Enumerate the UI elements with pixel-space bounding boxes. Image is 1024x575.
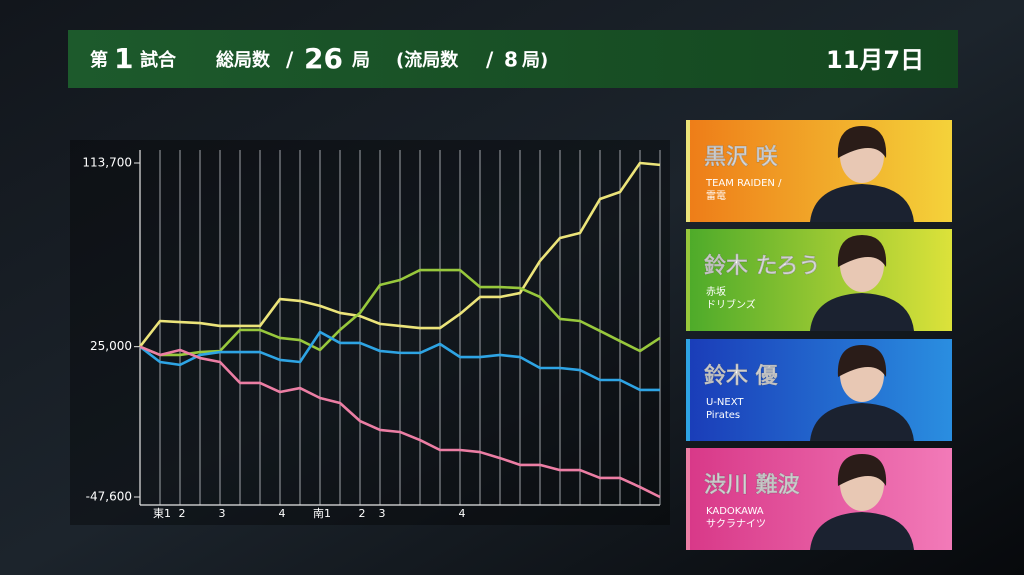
x-tick-label: 東1: [153, 507, 171, 520]
x-tick-label: 3: [219, 507, 226, 520]
x-tick-label: 2: [179, 507, 186, 520]
player-name: 渋川 難波: [704, 472, 801, 498]
player-photo: [810, 512, 914, 550]
x-tick-label: 3: [379, 507, 386, 520]
header-bar: [68, 30, 958, 88]
player-team: ドリブンズ: [706, 298, 756, 311]
x-tick-label: 4: [459, 507, 466, 520]
series-line: [138, 161, 661, 348]
header: 第 1 試合 総局数 / 26 局 (流局数 / 8 局) 11月7日: [90, 42, 924, 75]
player-card-accent: [686, 448, 690, 550]
player-name: 鈴木 たろう: [704, 253, 820, 279]
header-text: /: [486, 48, 494, 72]
header-date: 11月7日: [826, 46, 924, 74]
header-number: 8: [504, 48, 518, 72]
header-text: 局): [522, 50, 548, 71]
player-name: 黒沢 咲: [704, 144, 779, 170]
series-line: [139, 345, 661, 499]
chart-panel: [70, 140, 670, 525]
x-tick-label: 南1: [313, 507, 331, 520]
player-team: Pirates: [706, 410, 740, 421]
player-team: TEAM RAIDEN /: [705, 178, 782, 189]
player-card: 黒沢 咲 TEAM RAIDEN /雷電: [686, 120, 952, 222]
header-number: 26: [304, 42, 343, 75]
y-tick-label: 25,000: [90, 339, 132, 353]
header-number: 1: [114, 42, 133, 75]
player-photo: [810, 403, 914, 441]
x-tick-label: 4: [279, 507, 286, 520]
player-photo: [810, 293, 914, 331]
series-line: [139, 330, 660, 392]
series-line: [139, 268, 661, 357]
header-text: 試合: [140, 49, 177, 71]
player-photo: [837, 126, 887, 158]
player-name: 鈴木 優: [704, 363, 779, 389]
header-text: (流局数: [396, 49, 459, 71]
player-photo: [837, 454, 887, 486]
player-card-accent: [686, 339, 690, 441]
player-card-accent: [686, 229, 690, 331]
header-text: 局: [352, 50, 370, 71]
header-text: 総局数: [216, 49, 271, 71]
player-photo: [810, 184, 914, 222]
player-photo: [837, 345, 887, 377]
header-text: 第: [90, 49, 108, 71]
y-tick-label: -47,600: [86, 490, 132, 504]
player-team: U-NEXT: [706, 397, 744, 408]
player-team: サクラナイツ: [706, 518, 766, 530]
player-team: 雷電: [706, 190, 726, 202]
player-team: KADOKAWA: [706, 506, 764, 517]
player-card-accent: [686, 120, 690, 222]
player-team: 赤坂: [706, 286, 726, 298]
header-text: /: [286, 48, 294, 72]
x-tick-label: 2: [359, 507, 366, 520]
y-tick-label: 113,700: [82, 156, 132, 170]
player-card: 鈴木 優 U-NEXT Pirates: [686, 339, 952, 441]
player-photo: [837, 235, 887, 267]
